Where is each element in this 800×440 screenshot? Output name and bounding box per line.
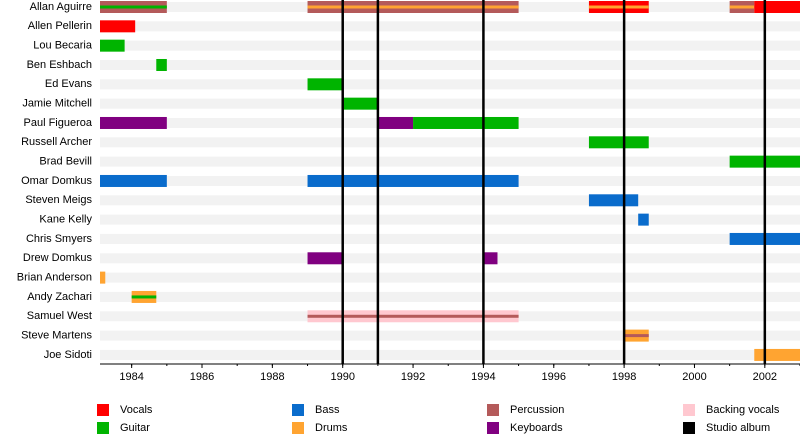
- x-tick-label: 1998: [612, 371, 636, 383]
- member-name: Jamie Mitchell: [22, 98, 92, 110]
- member-name: Ed Evans: [45, 78, 93, 90]
- legend-label: Keyboards: [510, 422, 563, 434]
- legend-label: Drums: [315, 422, 348, 434]
- legend-swatch: [292, 422, 304, 434]
- row-band: [100, 349, 800, 360]
- member-name: Andy Zachari: [27, 291, 92, 303]
- member-name: Steven Meigs: [25, 194, 92, 206]
- member-name: Allen Pellerin: [28, 20, 92, 32]
- row-band: [100, 156, 800, 167]
- row-band: [100, 330, 800, 341]
- member-bar: [307, 78, 343, 91]
- member-name: Joe Sidoti: [44, 349, 92, 361]
- member-name: Steve Martens: [21, 330, 92, 342]
- x-tick-label: 1988: [260, 371, 284, 383]
- x-tick-label: 2000: [682, 371, 706, 383]
- member-name: Paul Figueroa: [24, 117, 93, 129]
- member-bar: [100, 174, 167, 187]
- member-name: Chris Smyers: [26, 233, 93, 245]
- member-bar-stripe: [729, 5, 755, 9]
- row-band: [100, 137, 800, 148]
- member-bar: [754, 348, 800, 361]
- member-bar: [638, 213, 649, 226]
- legend-label: Backing vocals: [706, 404, 780, 416]
- member-name: Ben Eshbach: [27, 59, 92, 71]
- member-bar-stripe: [131, 295, 157, 299]
- member-bar: [100, 116, 167, 129]
- member-bar: [100, 39, 125, 52]
- member-name: Drew Domkus: [23, 252, 93, 264]
- legend-label: Percussion: [510, 404, 564, 416]
- x-tick-label: 1984: [119, 371, 143, 383]
- legend-swatch: [683, 404, 695, 416]
- member-bar: [307, 252, 343, 265]
- row-band: [100, 214, 800, 225]
- legend-label: Guitar: [120, 422, 150, 434]
- member-bar-stripe: [588, 5, 649, 9]
- member-name: Russell Archer: [21, 136, 92, 148]
- member-bar: [100, 20, 136, 33]
- legend-swatch: [97, 404, 109, 416]
- member-name: Kane Kelly: [39, 214, 92, 226]
- x-tick-label: 1992: [401, 371, 425, 383]
- legend-label: Bass: [315, 404, 340, 416]
- x-tick-label: 1990: [330, 371, 354, 383]
- member-bar: [588, 136, 649, 149]
- row-band: [100, 291, 800, 302]
- member-bar: [483, 252, 498, 265]
- member-bar: [342, 97, 378, 110]
- member-bar: [307, 174, 519, 187]
- row-band: [100, 79, 800, 90]
- member-bar-stripe: [624, 334, 649, 338]
- member-name: Omar Domkus: [21, 175, 92, 187]
- member-name: Lou Becaria: [33, 40, 93, 52]
- member-bar: [100, 271, 106, 284]
- member-bar-stripe: [307, 5, 519, 9]
- x-tick-label: 1986: [190, 371, 214, 383]
- member-bar: [377, 116, 414, 129]
- member-bar: [413, 116, 519, 129]
- row-band: [100, 98, 800, 109]
- member-name: Brian Anderson: [17, 272, 92, 284]
- x-tick-label: 2002: [753, 371, 777, 383]
- x-tick-label: 1996: [542, 371, 566, 383]
- legend-swatch: [683, 422, 695, 434]
- row-band: [100, 59, 800, 70]
- legend-label: Vocals: [120, 404, 153, 416]
- member-bar-stripe: [307, 314, 519, 318]
- row-band: [100, 195, 800, 206]
- legend-swatch: [487, 404, 499, 416]
- member-bar: [156, 58, 167, 71]
- member-name: Samuel West: [27, 310, 92, 322]
- member-name: Allan Aguirre: [30, 1, 92, 13]
- row-band: [100, 272, 800, 283]
- member-bar-stripe: [100, 5, 167, 9]
- member-bar: [754, 1, 800, 13]
- row-band: [100, 40, 800, 51]
- legend-swatch: [97, 422, 109, 434]
- member-name: Brad Bevill: [39, 156, 92, 168]
- legend-label: Studio album: [706, 422, 770, 434]
- legend-swatch: [292, 404, 304, 416]
- row-band: [100, 21, 800, 32]
- row-band: [100, 253, 800, 264]
- legend-swatch: [487, 422, 499, 434]
- row-band: [100, 233, 800, 244]
- x-tick-label: 1994: [471, 371, 495, 383]
- member-bar: [588, 194, 639, 207]
